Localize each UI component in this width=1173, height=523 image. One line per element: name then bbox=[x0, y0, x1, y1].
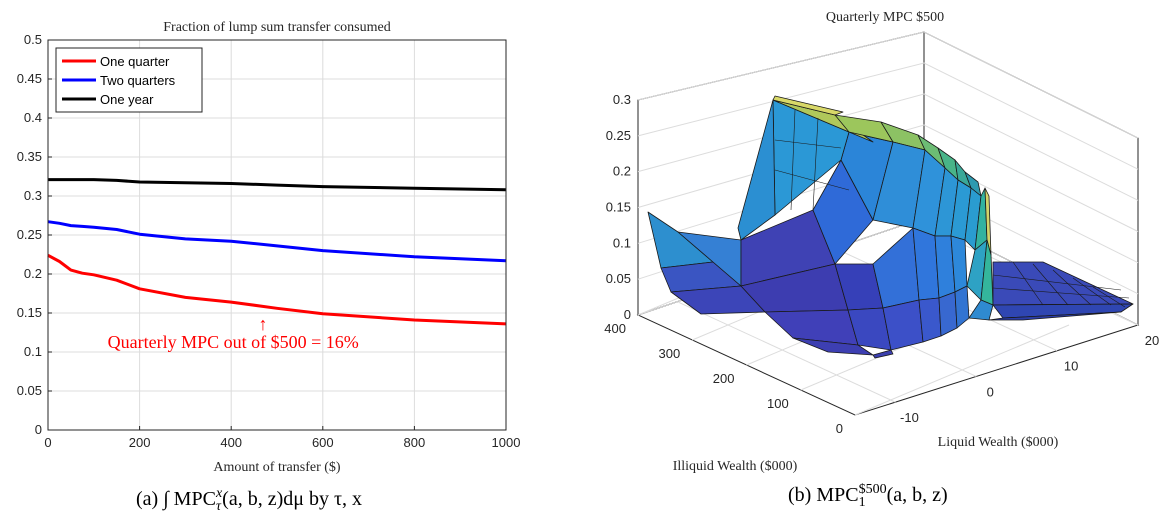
illiquid-tick-label: 300 bbox=[659, 346, 681, 361]
y-tick-label: 0.25 bbox=[17, 227, 42, 242]
y-tick-label: 0.4 bbox=[24, 110, 42, 125]
caption-b-text: MPC bbox=[816, 484, 859, 507]
x-tick-labels: 0 200 400 600 800 1000 bbox=[44, 435, 520, 450]
illiquid-tick-label: 0 bbox=[836, 421, 843, 436]
caption-b-supsub: $500 1 bbox=[858, 482, 887, 510]
z-grid-line bbox=[637, 93, 1139, 201]
surface-patch bbox=[737, 99, 776, 241]
axes-box bbox=[636, 31, 1140, 416]
x-axis-label: Amount of transfer ($) bbox=[213, 460, 340, 475]
x-tick-label: 200 bbox=[129, 435, 151, 450]
z-tick-label: 0.3 bbox=[613, 92, 631, 107]
y-tick-label: 0.45 bbox=[17, 71, 42, 86]
z-tick-label: 0.05 bbox=[606, 271, 631, 286]
z-tick-label: 0 bbox=[624, 307, 631, 322]
z-grid-line bbox=[637, 62, 1139, 170]
z-tick-labels: 0 0.05 0.1 0.15 0.2 0.25 0.3 bbox=[606, 92, 631, 322]
y-tick-label: 0.1 bbox=[24, 344, 42, 359]
liquid-tick-label: 10 bbox=[1064, 359, 1078, 374]
annotation-arrow: ↑ bbox=[259, 314, 268, 334]
surface-title: Quarterly MPC $500 bbox=[826, 10, 944, 25]
caption-a-rest: (a, b, z)dμ by τ, x bbox=[222, 488, 362, 511]
legend-label-one-quarter: One quarter bbox=[100, 54, 170, 69]
caption-b-sup: $500 bbox=[858, 482, 887, 497]
chart-title: Fraction of lump sum transfer consumed bbox=[163, 20, 390, 35]
z-grid-line bbox=[637, 31, 1139, 139]
illiquid-axis-label: Illiquid Wealth ($000) bbox=[673, 459, 798, 474]
line-chart: 0 200 400 600 800 1000 0 0.05 0.1 0.15 0.2 0.25 0.3… bbox=[17, 20, 521, 475]
plot-frame bbox=[47, 39, 507, 431]
liquid-axis-label: Liquid Wealth ($000) bbox=[938, 435, 1059, 450]
caption-b-prefix: (b) bbox=[788, 484, 812, 507]
legend: One quarter Two quarters One year bbox=[55, 47, 203, 113]
surface-patch bbox=[918, 297, 942, 343]
y-tick-label: 0.15 bbox=[17, 305, 42, 320]
x-tick-label: 1000 bbox=[492, 435, 521, 450]
z-tick-label: 0.1 bbox=[613, 235, 631, 250]
z-tick-label: 0.15 bbox=[606, 200, 631, 215]
surface-patch bbox=[772, 95, 844, 116]
caption-a-prefix: (a) bbox=[136, 488, 159, 511]
y-tick-labels: 0 0.05 0.1 0.15 0.2 0.25 0.3 0.35 0.4 0.45 0.5 bbox=[17, 32, 42, 437]
caption-b-sub: 1 bbox=[858, 494, 866, 510]
y-tick-label: 0.3 bbox=[24, 188, 42, 203]
y-tick-label: 0 bbox=[35, 422, 42, 437]
y-tick-label: 0.5 bbox=[24, 32, 42, 47]
surface-chart: Quarterly MPC $500 bbox=[604, 10, 1159, 474]
illiquid-tick-label: 400 bbox=[604, 321, 626, 336]
legend-label-two-quarters: Two quarters bbox=[100, 73, 176, 88]
liquid-tick-label: -10 bbox=[900, 410, 919, 425]
series-line-two-quarters bbox=[47, 220, 507, 263]
surface-mesh-lines bbox=[774, 109, 1130, 308]
surface-patch bbox=[988, 311, 1122, 321]
surface-patch bbox=[938, 291, 958, 337]
x-tick-label: 600 bbox=[312, 435, 334, 450]
surface-patch bbox=[954, 285, 970, 329]
x-tick-label: 400 bbox=[220, 435, 242, 450]
x-tick-label: 800 bbox=[404, 435, 426, 450]
y-tick-label: 0.35 bbox=[17, 149, 42, 164]
caption-b-rest: (a, b, z) bbox=[886, 484, 948, 507]
x-tick-label: 0 bbox=[44, 435, 51, 450]
caption-a-text: ∫ MPC bbox=[163, 488, 216, 511]
annotation-text: Quarterly MPC out of $500 = 16% bbox=[108, 332, 359, 352]
liquid-grid-line bbox=[678, 301, 896, 403]
liquid-tick-label: 20 bbox=[1145, 333, 1159, 348]
liquid-tick-label: 0 bbox=[987, 384, 994, 399]
surface-patch bbox=[872, 349, 894, 359]
z-tick-label: 0.25 bbox=[606, 128, 631, 143]
series-line-one-quarter bbox=[47, 253, 507, 326]
mesh-line bbox=[774, 139, 850, 191]
caption-a: (a) ∫ MPC x τ (a, b, z)dμ by τ, x bbox=[136, 486, 362, 514]
caption-a-sup: x bbox=[215, 486, 223, 501]
mesh-line bbox=[790, 109, 819, 211]
illiquid-tick-label: 100 bbox=[767, 396, 789, 411]
illiquid-tick-label: 200 bbox=[713, 371, 735, 386]
mesh-line bbox=[992, 274, 1130, 299]
illiquid-tick-labels: 0 100 200 300 400 bbox=[604, 321, 843, 436]
legend-label-one-year: One year bbox=[100, 92, 154, 107]
caption-a-sub: τ bbox=[215, 498, 221, 514]
y-tick-label: 0.2 bbox=[24, 266, 42, 281]
mesh-line bbox=[1012, 261, 1126, 308]
liquid-tick-labels: -10 0 10 20 bbox=[900, 333, 1159, 425]
series-group bbox=[47, 178, 507, 326]
caption-b: (b) MPC $500 1 (a, b, z) bbox=[788, 482, 948, 510]
z-grid-line bbox=[637, 124, 1139, 232]
series-line-one-year bbox=[48, 178, 507, 192]
z-tick-label: 0.2 bbox=[613, 164, 631, 179]
surface-mesh bbox=[647, 95, 1134, 359]
surface-patch bbox=[872, 227, 920, 309]
y-tick-label: 0.05 bbox=[17, 383, 42, 398]
